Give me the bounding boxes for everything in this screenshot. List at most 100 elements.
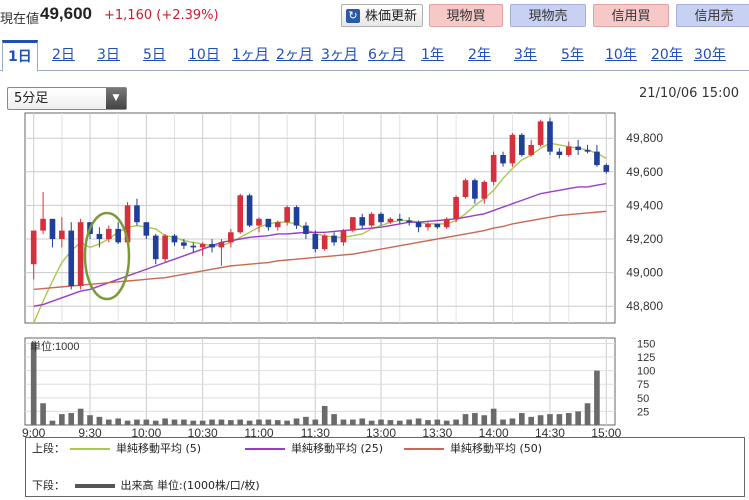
spot-sell-button[interactable]: 現物売 [510,4,586,27]
margin-buy-button[interactable]: 信用買 [593,4,669,27]
volume-bar [181,419,187,425]
volume-bar [594,370,600,425]
candle-body [378,213,384,223]
vol-y-tick-label: 125 [637,352,655,364]
legend-upper-label: 上段： [32,442,65,455]
volume-bar [584,403,591,425]
volume-bar [490,408,497,425]
ma50-swatch [404,448,444,450]
candle-body [152,235,159,260]
tab-6[interactable]: 1ヶ月 [232,47,269,63]
tab-4[interactable]: 5日 [143,47,166,63]
tab-15[interactable]: 20年 [651,47,683,63]
volume-bar [340,419,347,425]
y-tick-label: 49,200 [626,232,663,246]
volume-bar [556,414,563,425]
tab-14[interactable]: 10年 [605,47,637,63]
candle-body [181,242,187,246]
volume-bar [284,420,290,425]
x-tick-label: 14:00 [479,426,509,440]
price-change: +1,160 (+2.39%) [104,8,219,23]
volume-bar [434,419,441,425]
ma50-label: 単純移動平均 (50) [450,442,543,455]
x-tick-label: 14:30 [535,426,565,440]
vol-y-tick-label: 75 [637,379,649,391]
x-tick-label: 10:30 [188,426,218,440]
candle-body [134,205,140,223]
legend-lower-label: 下段： [32,479,65,492]
spot-buy-button[interactable]: 現物買 [429,4,503,27]
volume-bar [40,403,46,425]
volume-label: 出来高 単位:(1000株/口/枚) [120,479,260,492]
volume-bar [87,415,93,425]
volume-bar [453,419,459,425]
refresh-price-button[interactable]: ↻ 株価更新 [341,4,423,27]
volume-bar [519,413,525,425]
x-tick-label: 11:00 [244,426,273,440]
volume-bar [246,420,253,425]
volume-bar [387,420,394,425]
candle-body [265,218,272,228]
candle-body [237,195,244,233]
volume-bar [481,415,488,425]
interval-select[interactable]: 5分足 ▼ [7,87,127,110]
volume-bar [415,418,422,425]
candle-body [124,205,131,243]
tab-13[interactable]: 5年 [561,47,584,63]
volume-bar [274,420,281,425]
volume-bar [228,420,234,425]
volume-bar [59,414,65,425]
volume-bar [162,418,168,425]
tab-9[interactable]: 6ヶ月 [368,47,405,63]
candle-body [584,149,591,152]
candle-body [331,235,337,243]
current-price: 49,600 [40,4,92,23]
tab-7[interactable]: 2ヶ月 [276,47,313,63]
candle-body [556,151,563,155]
volume-bar [143,419,150,425]
candle-body [143,222,150,236]
candle-body [199,244,206,248]
price-chart: 48,800 49,000 49,200 49,400 49,600 49,800 255… [22,112,663,440]
volume-bar [256,419,262,425]
candle-body [218,242,225,248]
vol-y-tick-label: 100 [637,366,655,378]
volume-bar [396,420,403,425]
volume-unit-label: 単位:1000 [30,339,80,353]
refresh-label: 株価更新 [364,9,417,24]
candle-body [406,220,412,223]
candle-body [453,197,459,219]
volume-bar [312,419,319,425]
legend-ma5: 単純移動平均 (5) [64,441,201,457]
candle-body [115,228,121,243]
candle-body [274,222,281,228]
candle-body [303,225,309,234]
candle-body [77,222,84,287]
volume-bar [425,420,431,425]
volume-bar [218,419,225,425]
tab-16[interactable]: 30年 [694,47,726,63]
tab-10[interactable]: 1年 [421,47,444,63]
tab-8[interactable]: 3ヶ月 [321,47,358,63]
x-tick-label: 11:30 [301,426,330,440]
candle-body [321,235,328,250]
candle-body [565,146,572,155]
tab-3[interactable]: 3日 [97,47,120,63]
volume-bar [134,419,140,425]
vol-y-tick-label: 50 [637,393,649,405]
quote-header: 現在値 49,600 +1,160 (+2.39%) ↻ 株価更新 現物買 現物… [0,0,749,32]
tab-1[interactable]: 1日 [2,40,38,72]
chevron-down-icon: ▼ [106,88,126,109]
chart-legend: 上段： 単純移動平均 (5) 単純移動平均 (25) 単純移動平均 (50) 下… [25,437,745,497]
margin-sell-button[interactable]: 信用売 [676,4,749,27]
tab-5[interactable]: 10日 [188,47,220,63]
y-tick-label: 48,800 [626,299,663,313]
candle-body [190,245,197,248]
x-tick-label: 9:30 [78,426,102,440]
volume-bar [509,418,516,425]
tab-11[interactable]: 2年 [468,47,491,63]
volume-bar [472,413,478,425]
volume-bar [350,419,356,425]
tab-12[interactable]: 3年 [514,47,537,63]
tab-2[interactable]: 2日 [52,47,75,63]
